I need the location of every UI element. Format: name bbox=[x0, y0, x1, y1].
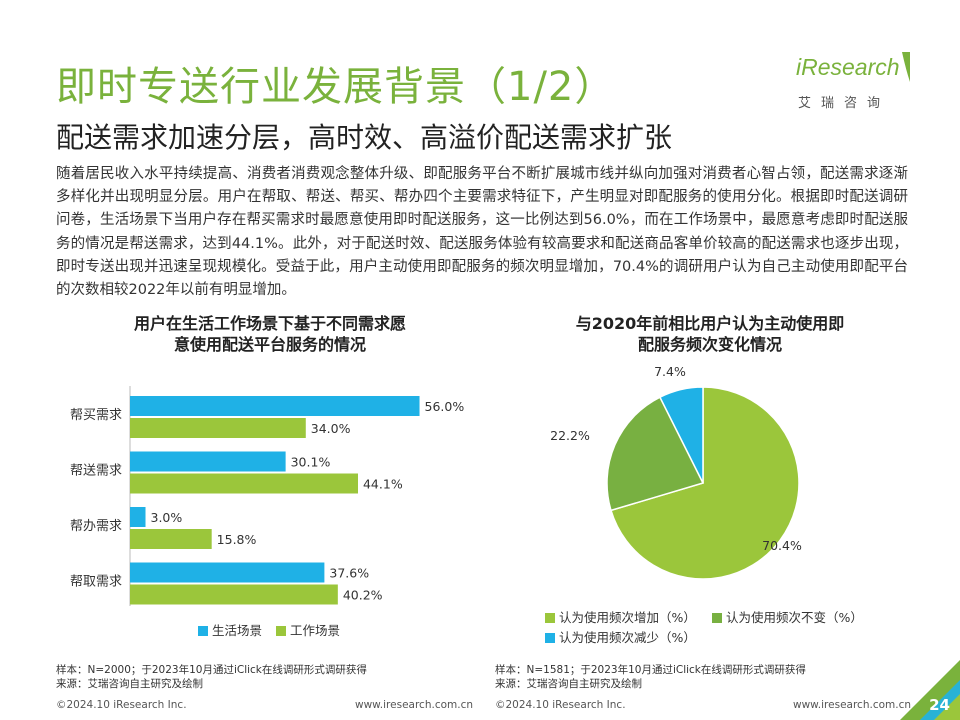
footer-copyright-left: ©2024.10 iResearch Inc. bbox=[56, 699, 187, 711]
bar-value-label: 15.8% bbox=[217, 532, 257, 547]
bar-life bbox=[130, 396, 420, 416]
bar-work bbox=[130, 529, 212, 549]
iresearch-logo: iResearch 艾瑞咨询 bbox=[790, 50, 910, 112]
left-sample-note: 样本：N=2000；于2023年10月通过iClick在线调研形式调研获得 bbox=[56, 664, 367, 676]
pie-chart: 70.4% 22.2% 7.4% 认为使用频次增加（%） 认为使用频次不变（%） 认为使用… bbox=[545, 364, 863, 645]
logo-wordmark: iResearch bbox=[796, 54, 900, 80]
bar-value-label: 3.0% bbox=[151, 510, 183, 525]
footer-url-right: www.iresearch.com.cn bbox=[793, 699, 912, 711]
right-chart-notes: 样本：N=1581；于2023年10月通过iClick在线调研形式调研获得 来源… bbox=[495, 663, 806, 691]
category-label: 帮送需求 bbox=[70, 464, 122, 479]
legend-label: 认为使用频次增加（%） bbox=[559, 610, 696, 625]
category-label: 帮买需求 bbox=[70, 408, 122, 423]
legend-label: 认为使用频次减少（%） bbox=[559, 630, 696, 645]
bar-value-label: 44.1% bbox=[363, 477, 403, 492]
pie-slice-label: 70.4% bbox=[762, 538, 802, 553]
right-sample-note: 样本：N=1581；于2023年10月通过iClick在线调研形式调研获得 bbox=[495, 664, 806, 676]
pie-chart-title-line-2: 配服务频次变化情况 bbox=[637, 335, 782, 354]
page-number: 24 bbox=[929, 696, 950, 714]
bar-value-label: 37.6% bbox=[329, 566, 369, 581]
bar-life bbox=[130, 507, 146, 527]
body-paragraph: 随着居民收入水平持续提高、消费者消费观念整体升级、即配服务平台不断扩展城市线并纵… bbox=[56, 166, 908, 299]
bar-value-label: 56.0% bbox=[425, 399, 465, 414]
logo-shape-icon bbox=[792, 52, 910, 83]
legend-swatch bbox=[712, 613, 722, 623]
pie-chart-title: 与2020年前相比用户认为主动使用即 配服务频次变化情况 bbox=[520, 313, 900, 355]
bar-chart-title: 用户在生活工作场景下基于不同需求愿 意使用配送平台服务的情况 bbox=[80, 313, 460, 355]
corner-decoration-icon bbox=[900, 660, 960, 720]
logo-chinese-name: 艾瑞咨询 bbox=[798, 96, 891, 111]
pie-slice bbox=[610, 386, 800, 580]
bar-chart: 帮买需求 56.0% 34.0% 帮送需求 30.1% 44.1% 帮办需求 3.0% 15.8… bbox=[70, 386, 465, 638]
bar-life bbox=[130, 451, 286, 472]
bar-life bbox=[130, 562, 325, 583]
bar-value-label: 40.2% bbox=[343, 588, 383, 603]
pie-slice-label: 7.4% bbox=[654, 364, 686, 379]
legend-swatch bbox=[545, 613, 555, 623]
bar-chart-title-line-1: 用户在生活工作场景下基于不同需求愿 bbox=[133, 314, 406, 333]
category-label: 帮办需求 bbox=[70, 519, 122, 534]
legend-swatch bbox=[198, 626, 208, 636]
bar-chart-title-line-2: 意使用配送平台服务的情况 bbox=[173, 335, 366, 354]
legend-swatch bbox=[276, 626, 286, 636]
pie-chart-title-line-1: 与2020年前相比用户认为主动使用即 bbox=[575, 314, 845, 333]
bar-value-label: 30.1% bbox=[291, 455, 331, 470]
legend-swatch bbox=[545, 633, 555, 643]
footer-copyright-right: ©2024.10 iResearch Inc. bbox=[495, 699, 626, 711]
pie-slice bbox=[606, 396, 705, 512]
bar-work bbox=[130, 473, 358, 494]
bar-work bbox=[130, 584, 338, 605]
pie-slice-label: 22.2% bbox=[550, 428, 590, 443]
bar-value-label: 34.0% bbox=[311, 421, 351, 436]
legend-label: 工作场景 bbox=[290, 623, 340, 638]
pie-slice bbox=[658, 386, 704, 484]
footer-url-left: www.iresearch.com.cn bbox=[355, 699, 474, 711]
left-source-note: 来源：艾瑞咨询自主研究及绘制 bbox=[56, 678, 203, 690]
legend-label: 认为使用频次不变（%） bbox=[726, 610, 863, 625]
left-chart-notes: 样本：N=2000；于2023年10月通过iClick在线调研形式调研获得 来源… bbox=[56, 663, 367, 691]
right-source-note: 来源：艾瑞咨询自主研究及绘制 bbox=[495, 678, 642, 690]
page-title: 即时专送行业发展背景（1/2） bbox=[56, 64, 616, 110]
bar-work bbox=[130, 418, 306, 438]
legend-label: 生活场景 bbox=[212, 623, 262, 638]
category-label: 帮取需求 bbox=[70, 575, 122, 590]
page-subtitle: 配送需求加速分层，高时效、高溢价配送需求扩张 bbox=[56, 121, 673, 154]
